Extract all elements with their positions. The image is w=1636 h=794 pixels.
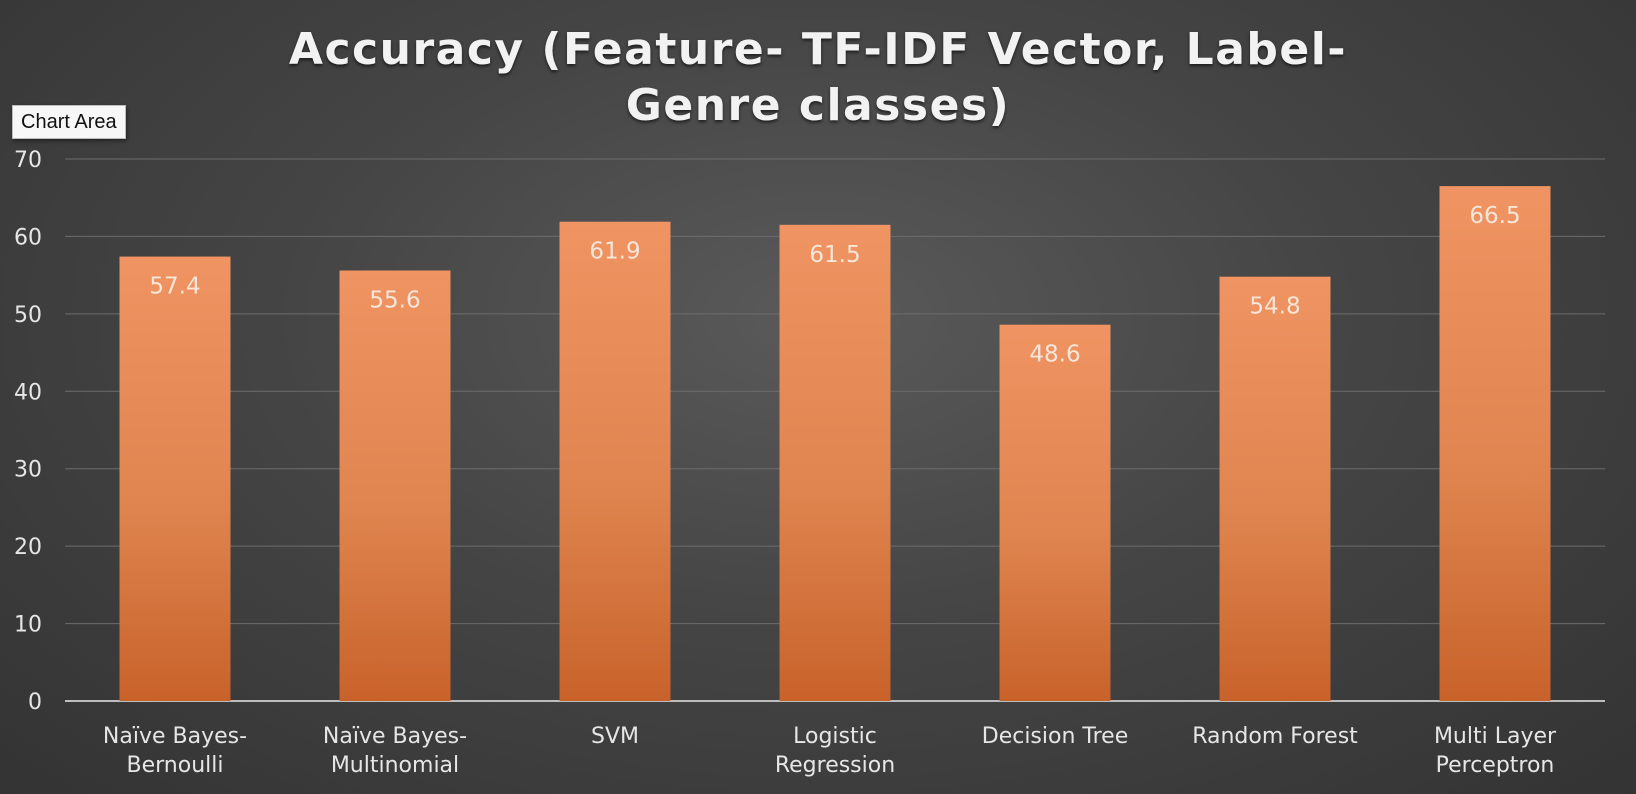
y-tick-label: 0 (28, 690, 42, 715)
bar[interactable] (1439, 186, 1551, 702)
x-tick-label: Logistic Regression (775, 724, 895, 778)
data-label: 57.4 (149, 274, 200, 300)
bar[interactable] (1219, 276, 1331, 701)
y-axis: 0 10 20 30 40 50 60 70 (14, 148, 42, 715)
chart-area-tooltip: Chart Area (12, 105, 126, 139)
y-tick-label: 10 (14, 613, 42, 638)
bar[interactable] (339, 270, 451, 701)
data-label: 54.8 (1249, 294, 1300, 320)
chart-title: Accuracy (Feature- TF-IDF Vector, Label-… (288, 24, 1348, 131)
data-label: 55.6 (369, 287, 420, 313)
data-labels: 57.4 55.6 61.9 61.5 48.6 54.8 66.5 (149, 203, 1520, 368)
x-tick-label: SVM (591, 724, 639, 749)
bar[interactable] (999, 324, 1111, 701)
x-axis: Naïve Bayes-Bernoulli Naïve Bayes-Multino… (103, 724, 1557, 778)
x-tick-label: Naïve Bayes-Bernoulli (103, 724, 247, 778)
y-tick-label: 40 (14, 380, 42, 405)
data-label: 61.5 (809, 242, 860, 268)
x-tick-label: Naïve Bayes-Multinomial (323, 724, 467, 778)
y-tick-label: 30 (14, 458, 42, 483)
data-label: 61.9 (589, 239, 640, 265)
bar[interactable] (779, 224, 891, 702)
bar[interactable] (559, 221, 671, 701)
bars (119, 186, 1551, 702)
y-tick-label: 20 (14, 535, 42, 560)
bar[interactable] (119, 256, 231, 701)
x-tick-label: Multi Layer Perceptron (1434, 724, 1557, 778)
data-label: 48.6 (1029, 342, 1080, 368)
y-tick-label: 70 (14, 148, 42, 173)
y-tick-label: 50 (14, 303, 42, 328)
y-tick-label: 60 (14, 225, 42, 250)
x-tick-label: Decision Tree (982, 724, 1129, 749)
data-label: 66.5 (1469, 203, 1520, 229)
x-tick-label: Random Forest (1192, 724, 1358, 749)
